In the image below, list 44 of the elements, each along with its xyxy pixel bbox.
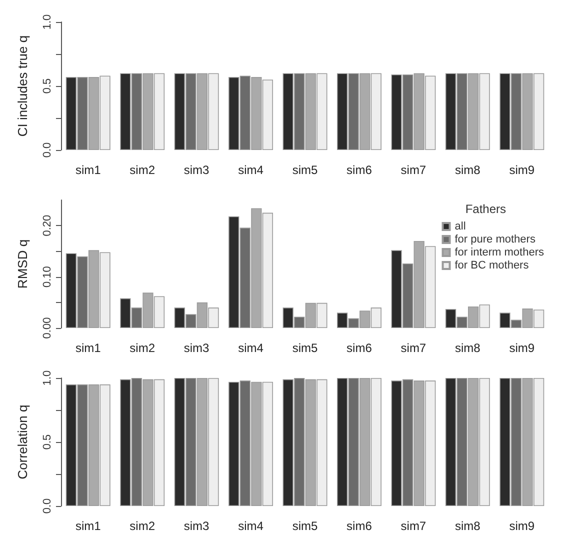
x-tick-label: sim1: [75, 519, 102, 533]
y-tick-label: 0.00: [42, 317, 54, 339]
x-tick-label: sim8: [454, 519, 481, 533]
legend-title: Fathers: [465, 202, 506, 216]
x-tick-label: sim4: [238, 519, 264, 533]
x-tick-label: sim8: [454, 341, 481, 355]
legend-label: all: [454, 220, 466, 232]
x-tick-label: sim5: [292, 341, 318, 355]
x-tick-label: sim5: [292, 163, 318, 177]
x-tick-label: sim2: [130, 163, 156, 177]
x-tick-label: sim2: [130, 519, 156, 533]
x-tick-label: sim3: [184, 163, 210, 177]
legend-label: for pure mothers: [454, 234, 536, 246]
x-tick-label: sim8: [454, 163, 481, 177]
y-tick-label: 0.5: [42, 434, 54, 450]
x-tick-label: sim9: [509, 163, 535, 177]
x-tick-label: sim1: [75, 341, 102, 355]
y-axis-title: RMSD q: [15, 239, 30, 289]
legend-label: for interm mothers: [454, 246, 544, 258]
x-tick-label: sim7: [400, 341, 426, 355]
x-tick-label: sim2: [130, 341, 156, 355]
x-tick-label: sim6: [346, 341, 372, 355]
x-tick-label: sim1: [75, 163, 102, 177]
x-tick-label: sim4: [238, 163, 264, 177]
x-tick-label: sim7: [400, 519, 426, 533]
x-tick-label: sim6: [346, 163, 372, 177]
y-tick-label: 0.10: [42, 266, 54, 288]
y-tick-label: 0.0: [42, 498, 54, 514]
x-tick-label: sim5: [292, 519, 318, 533]
x-tick-label: sim6: [346, 519, 372, 533]
y-tick-label: 0.20: [42, 214, 54, 236]
x-tick-label: sim7: [400, 163, 426, 177]
x-tick-label: sim4: [238, 341, 264, 355]
y-tick-label: 1.0: [42, 370, 54, 386]
y-axis-title: CI includes true q: [15, 35, 30, 137]
y-tick-label: 0.5: [42, 78, 54, 94]
y-axis-title: Correlation q: [15, 404, 30, 480]
x-tick-label: sim9: [509, 519, 535, 533]
x-tick-label: sim3: [184, 341, 210, 355]
y-tick-label: 0.0: [42, 142, 54, 158]
legend-label: for BC mothers: [454, 260, 530, 272]
x-tick-label: sim3: [184, 519, 210, 533]
x-tick-label: sim9: [509, 341, 535, 355]
y-tick-label: 1.0: [42, 14, 54, 30]
